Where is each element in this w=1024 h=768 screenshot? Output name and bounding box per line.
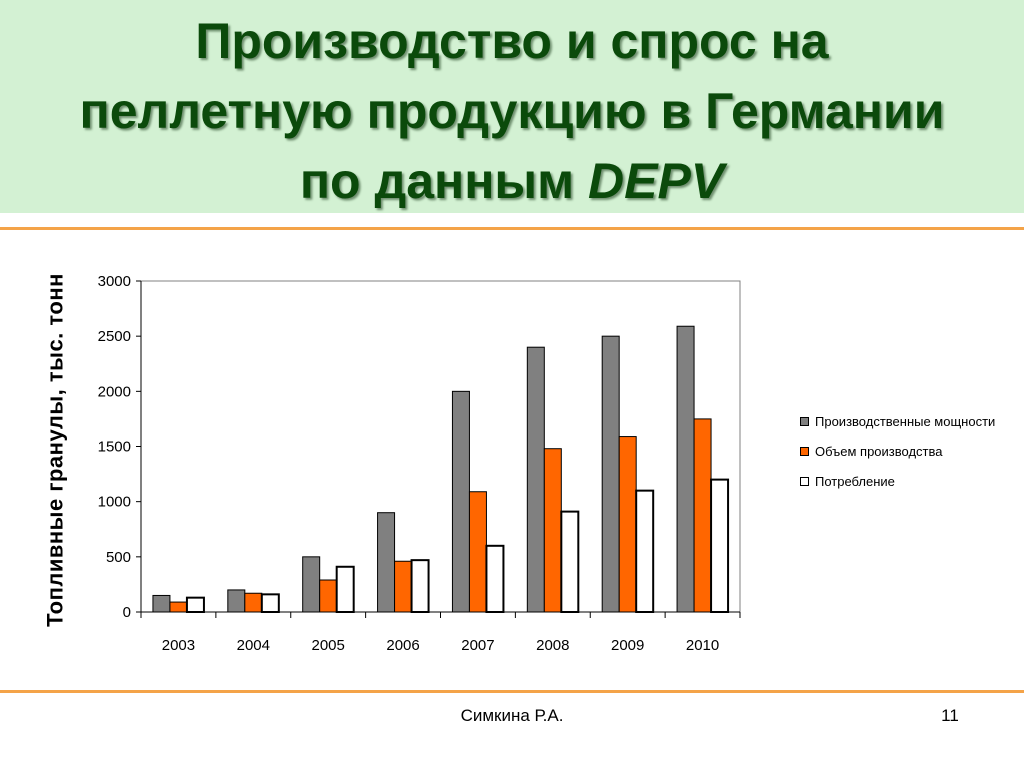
y-tick-label: 2000 [98, 383, 131, 400]
legend-label: Потребление [815, 473, 895, 489]
bar [451, 390, 470, 613]
bar [335, 565, 355, 613]
bar [169, 601, 188, 613]
bar [185, 596, 205, 614]
bar [244, 592, 263, 613]
y-tick-label: 1500 [98, 439, 131, 456]
y-tick-label: 3000 [98, 273, 131, 290]
x-tick-label: 2007 [461, 637, 494, 654]
x-tick-label: 2008 [536, 637, 569, 654]
legend-swatch [800, 476, 809, 486]
footer-author: Симкина Р.А. [460, 706, 564, 725]
y-tick-label: 2500 [98, 328, 131, 345]
bar [152, 594, 171, 613]
x-tick-label: 2004 [237, 637, 270, 654]
x-tick-label: 2009 [611, 637, 644, 654]
bar [618, 436, 637, 613]
y-tick-label: 500 [106, 549, 131, 566]
legend-label: Объем производства [815, 443, 943, 459]
bar [676, 325, 695, 613]
top-divider [0, 227, 1024, 230]
legend-item: Производственные мощности [800, 406, 1020, 436]
page-number: 11 [941, 706, 959, 725]
bar [601, 335, 620, 613]
x-tick-label: 2006 [386, 637, 419, 654]
bar [543, 448, 562, 613]
legend-item: Объем производства [800, 436, 1020, 466]
bar [485, 544, 505, 613]
legend-item: Потребление [800, 466, 1020, 496]
bar [394, 560, 413, 613]
bar [468, 491, 487, 613]
y-tick-label: 0 [123, 604, 131, 621]
slide-title: Производство и спрос на пеллетную продук… [0, 6, 1024, 216]
title-line-3: по данным DEPV [0, 146, 1024, 216]
bar [410, 559, 430, 613]
x-tick-label: 2003 [162, 637, 195, 654]
title-line-3-prefix: по данным [299, 153, 588, 209]
bar [526, 346, 545, 613]
title-band [0, 0, 1024, 213]
legend-swatch [800, 446, 809, 456]
bar [693, 418, 712, 613]
x-tick-label: 2005 [312, 637, 345, 654]
bar [302, 556, 321, 613]
bar [560, 510, 580, 614]
x-tick-label: 2010 [686, 637, 719, 654]
chart-legend: Производственные мощности Объем производ… [800, 406, 1020, 496]
bar [635, 489, 655, 613]
bar [710, 478, 730, 613]
bar [260, 593, 280, 614]
legend-swatch [800, 416, 809, 426]
legend-label: Производственные мощности [815, 413, 996, 429]
bar [227, 589, 246, 613]
title-line-3-em: DEPV [588, 153, 725, 209]
bar [319, 579, 338, 613]
title-line-1: Производство и спрос на [195, 13, 829, 69]
bar [377, 512, 396, 613]
y-tick-label: 1000 [98, 494, 131, 511]
bottom-divider [0, 690, 1024, 693]
title-line-2: пеллетную продукцию в Германии [79, 83, 945, 139]
